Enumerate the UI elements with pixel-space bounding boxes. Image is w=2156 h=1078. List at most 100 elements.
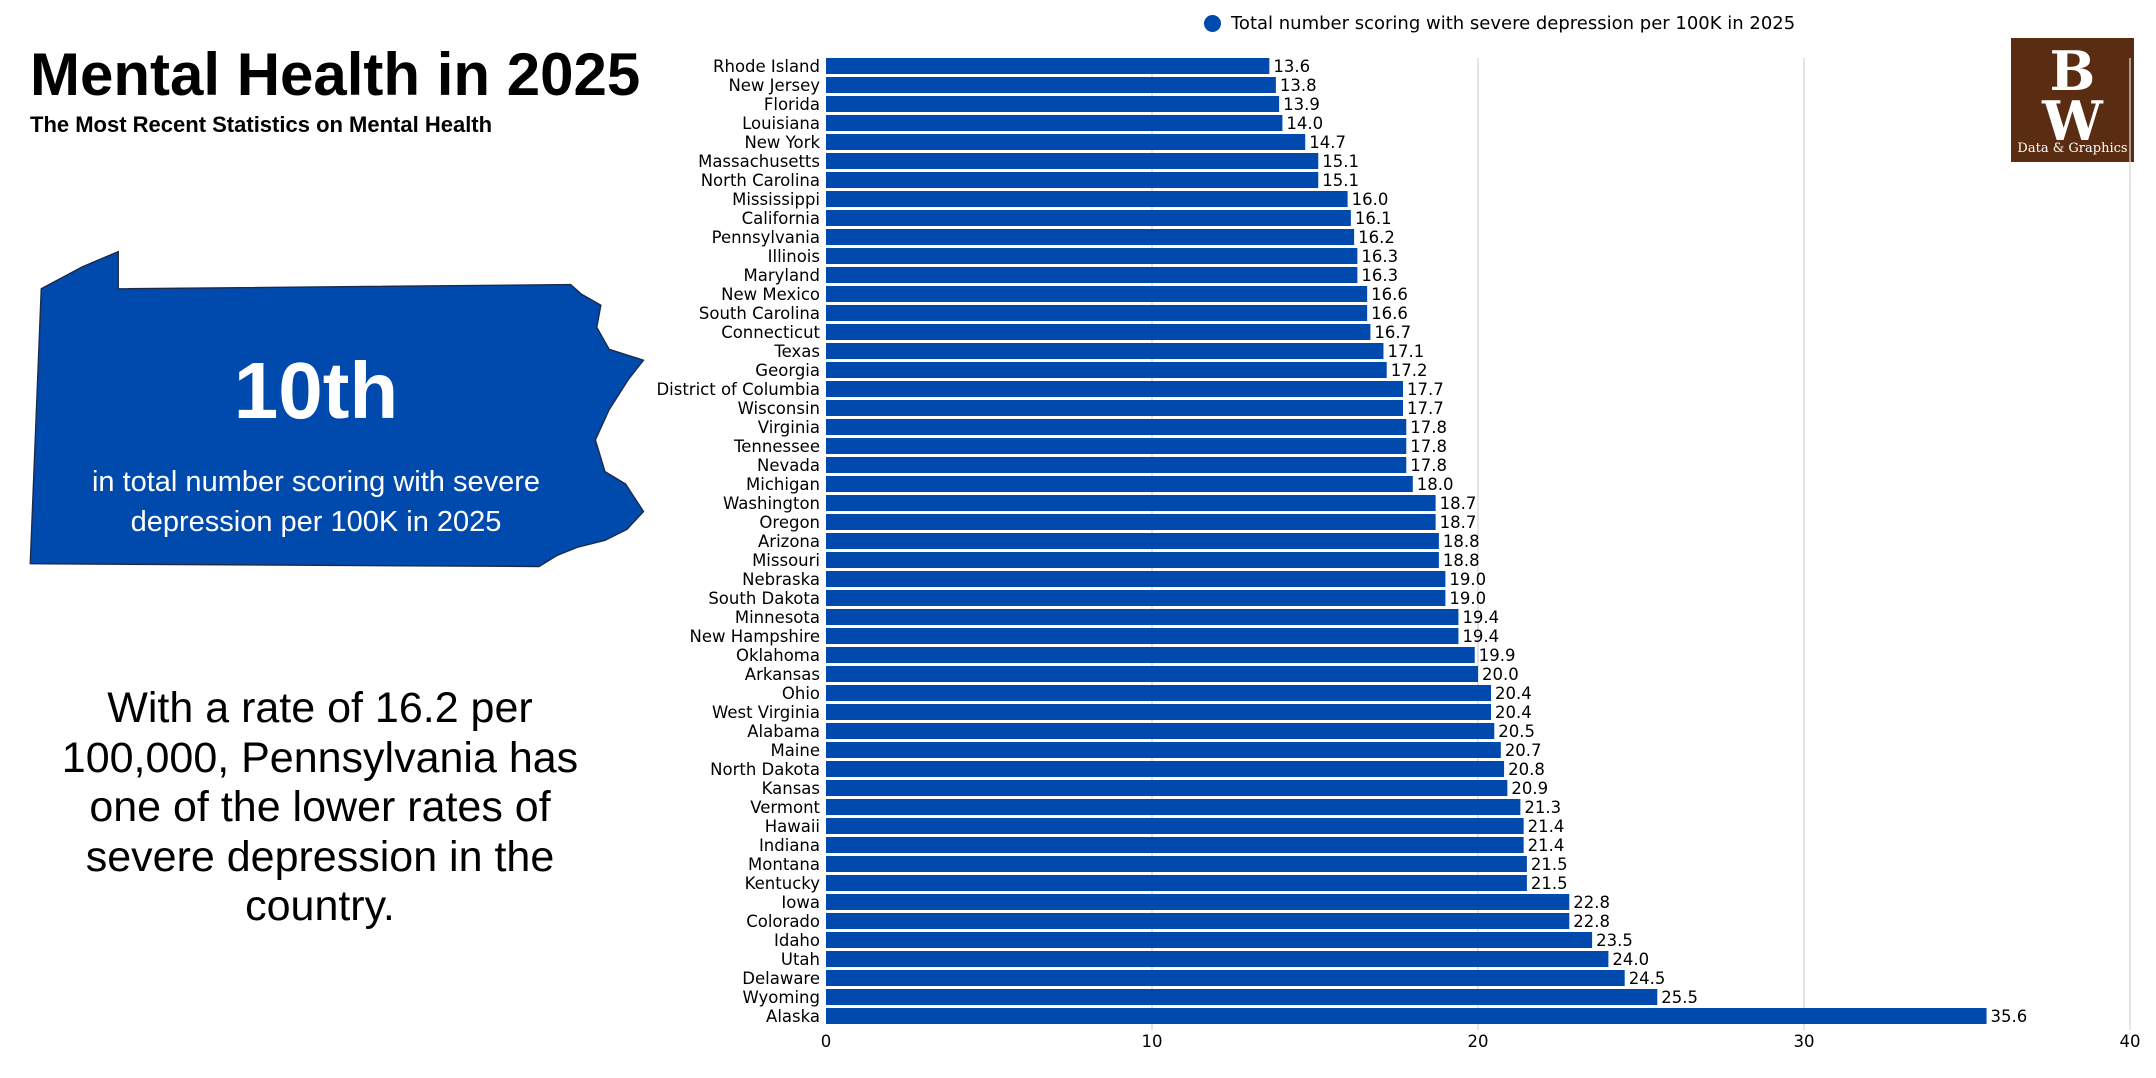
bar <box>826 172 1319 188</box>
data-label: 35.6 <box>1991 1007 2028 1026</box>
category-label: Colorado <box>746 912 820 931</box>
category-label: Oklahoma <box>736 646 820 665</box>
category-label: Michigan <box>746 475 820 494</box>
category-label: Maine <box>770 741 820 760</box>
data-label: 14.7 <box>1309 133 1346 152</box>
category-label: New York <box>744 133 820 152</box>
bar <box>826 590 1446 606</box>
category-label: Oregon <box>759 513 820 532</box>
data-label: 13.6 <box>1273 57 1310 76</box>
category-label: Vermont <box>750 798 820 817</box>
data-label: 20.9 <box>1511 779 1548 798</box>
bar <box>826 343 1384 359</box>
bar <box>826 761 1505 777</box>
category-label: New Hampshire <box>689 627 820 646</box>
data-label: 17.8 <box>1410 456 1447 475</box>
summary-text: With a rate of 16.2 per 100,000, Pennsyl… <box>61 684 579 930</box>
category-label: Rhode Island <box>713 57 820 76</box>
data-label: 17.7 <box>1407 380 1444 399</box>
bar <box>826 932 1593 948</box>
bar <box>826 875 1527 891</box>
data-label: 23.5 <box>1596 931 1633 950</box>
bar <box>826 609 1459 625</box>
data-label: 21.4 <box>1528 836 1565 855</box>
data-label: 16.1 <box>1355 209 1392 228</box>
data-label: 17.8 <box>1410 418 1447 437</box>
chart-legend: Total number scoring with severe depress… <box>1204 13 1795 34</box>
category-label: Virginia <box>758 418 820 437</box>
data-label: 17.2 <box>1391 361 1428 380</box>
bar <box>826 913 1570 929</box>
bar <box>826 305 1368 321</box>
data-label: 20.5 <box>1498 722 1535 741</box>
bar <box>826 96 1280 112</box>
bar <box>826 419 1407 435</box>
bar <box>826 58 1270 74</box>
bar <box>826 628 1459 644</box>
bar <box>826 647 1475 663</box>
data-label: 20.4 <box>1495 684 1532 703</box>
data-label: 16.7 <box>1374 323 1411 342</box>
data-label: 16.6 <box>1371 285 1408 304</box>
rank-value: 10th <box>233 346 399 435</box>
data-label: 16.0 <box>1352 190 1389 209</box>
bar <box>826 951 1609 967</box>
category-label: California <box>742 209 820 228</box>
category-label: Indiana <box>759 836 820 855</box>
data-label: 22.8 <box>1573 912 1610 931</box>
data-label: 21.5 <box>1531 874 1568 893</box>
data-label: 17.7 <box>1407 399 1444 418</box>
rank-description: in total number scoring with severe depr… <box>91 466 541 538</box>
data-label: 21.3 <box>1524 798 1561 817</box>
bar <box>826 685 1492 701</box>
category-label: Ohio <box>782 684 820 703</box>
data-label: 15.1 <box>1322 152 1359 171</box>
category-label: Louisiana <box>742 114 820 133</box>
bar <box>826 495 1436 511</box>
category-label: Wisconsin <box>738 399 820 418</box>
data-label: 19.4 <box>1462 627 1499 646</box>
data-label: 18.0 <box>1417 475 1454 494</box>
bar <box>826 856 1527 872</box>
category-label: South Dakota <box>708 589 820 608</box>
category-label: Montana <box>748 855 820 874</box>
data-label: 14.0 <box>1286 114 1323 133</box>
category-label: Illinois <box>768 247 820 266</box>
bar <box>826 400 1404 416</box>
data-label: 22.8 <box>1573 893 1610 912</box>
category-label: Utah <box>781 950 820 969</box>
bar <box>826 362 1387 378</box>
page-subtitle: The Most Recent Statistics on Mental Hea… <box>30 112 493 137</box>
category-label: Tennessee <box>733 437 820 456</box>
data-label: 16.2 <box>1358 228 1395 247</box>
category-label: Georgia <box>755 361 820 380</box>
bar <box>826 248 1358 264</box>
bar <box>826 210 1351 226</box>
bar <box>826 571 1446 587</box>
data-label: 20.8 <box>1508 760 1545 779</box>
page-title: Mental Health in 2025 <box>30 41 641 108</box>
bar <box>826 818 1524 834</box>
bar <box>826 115 1283 131</box>
pennsylvania-map-shape <box>29 250 645 568</box>
category-label: Arkansas <box>745 665 820 684</box>
bar <box>826 267 1358 283</box>
category-label: Kansas <box>762 779 820 798</box>
x-tick-label: 20 <box>1468 1032 1489 1051</box>
category-label: Minnesota <box>735 608 820 627</box>
bar <box>826 970 1625 986</box>
bar <box>826 666 1478 682</box>
category-label: Kentucky <box>745 874 821 893</box>
bar <box>826 552 1439 568</box>
bar <box>826 742 1501 758</box>
category-label: Alaska <box>766 1007 820 1026</box>
data-label: 13.9 <box>1283 95 1320 114</box>
x-tick-label: 30 <box>1794 1032 1815 1051</box>
data-label: 20.0 <box>1482 665 1519 684</box>
category-label: Pennsylvania <box>712 228 820 247</box>
data-label: 17.8 <box>1410 437 1447 456</box>
data-label: 16.6 <box>1371 304 1408 323</box>
bar <box>826 704 1492 720</box>
